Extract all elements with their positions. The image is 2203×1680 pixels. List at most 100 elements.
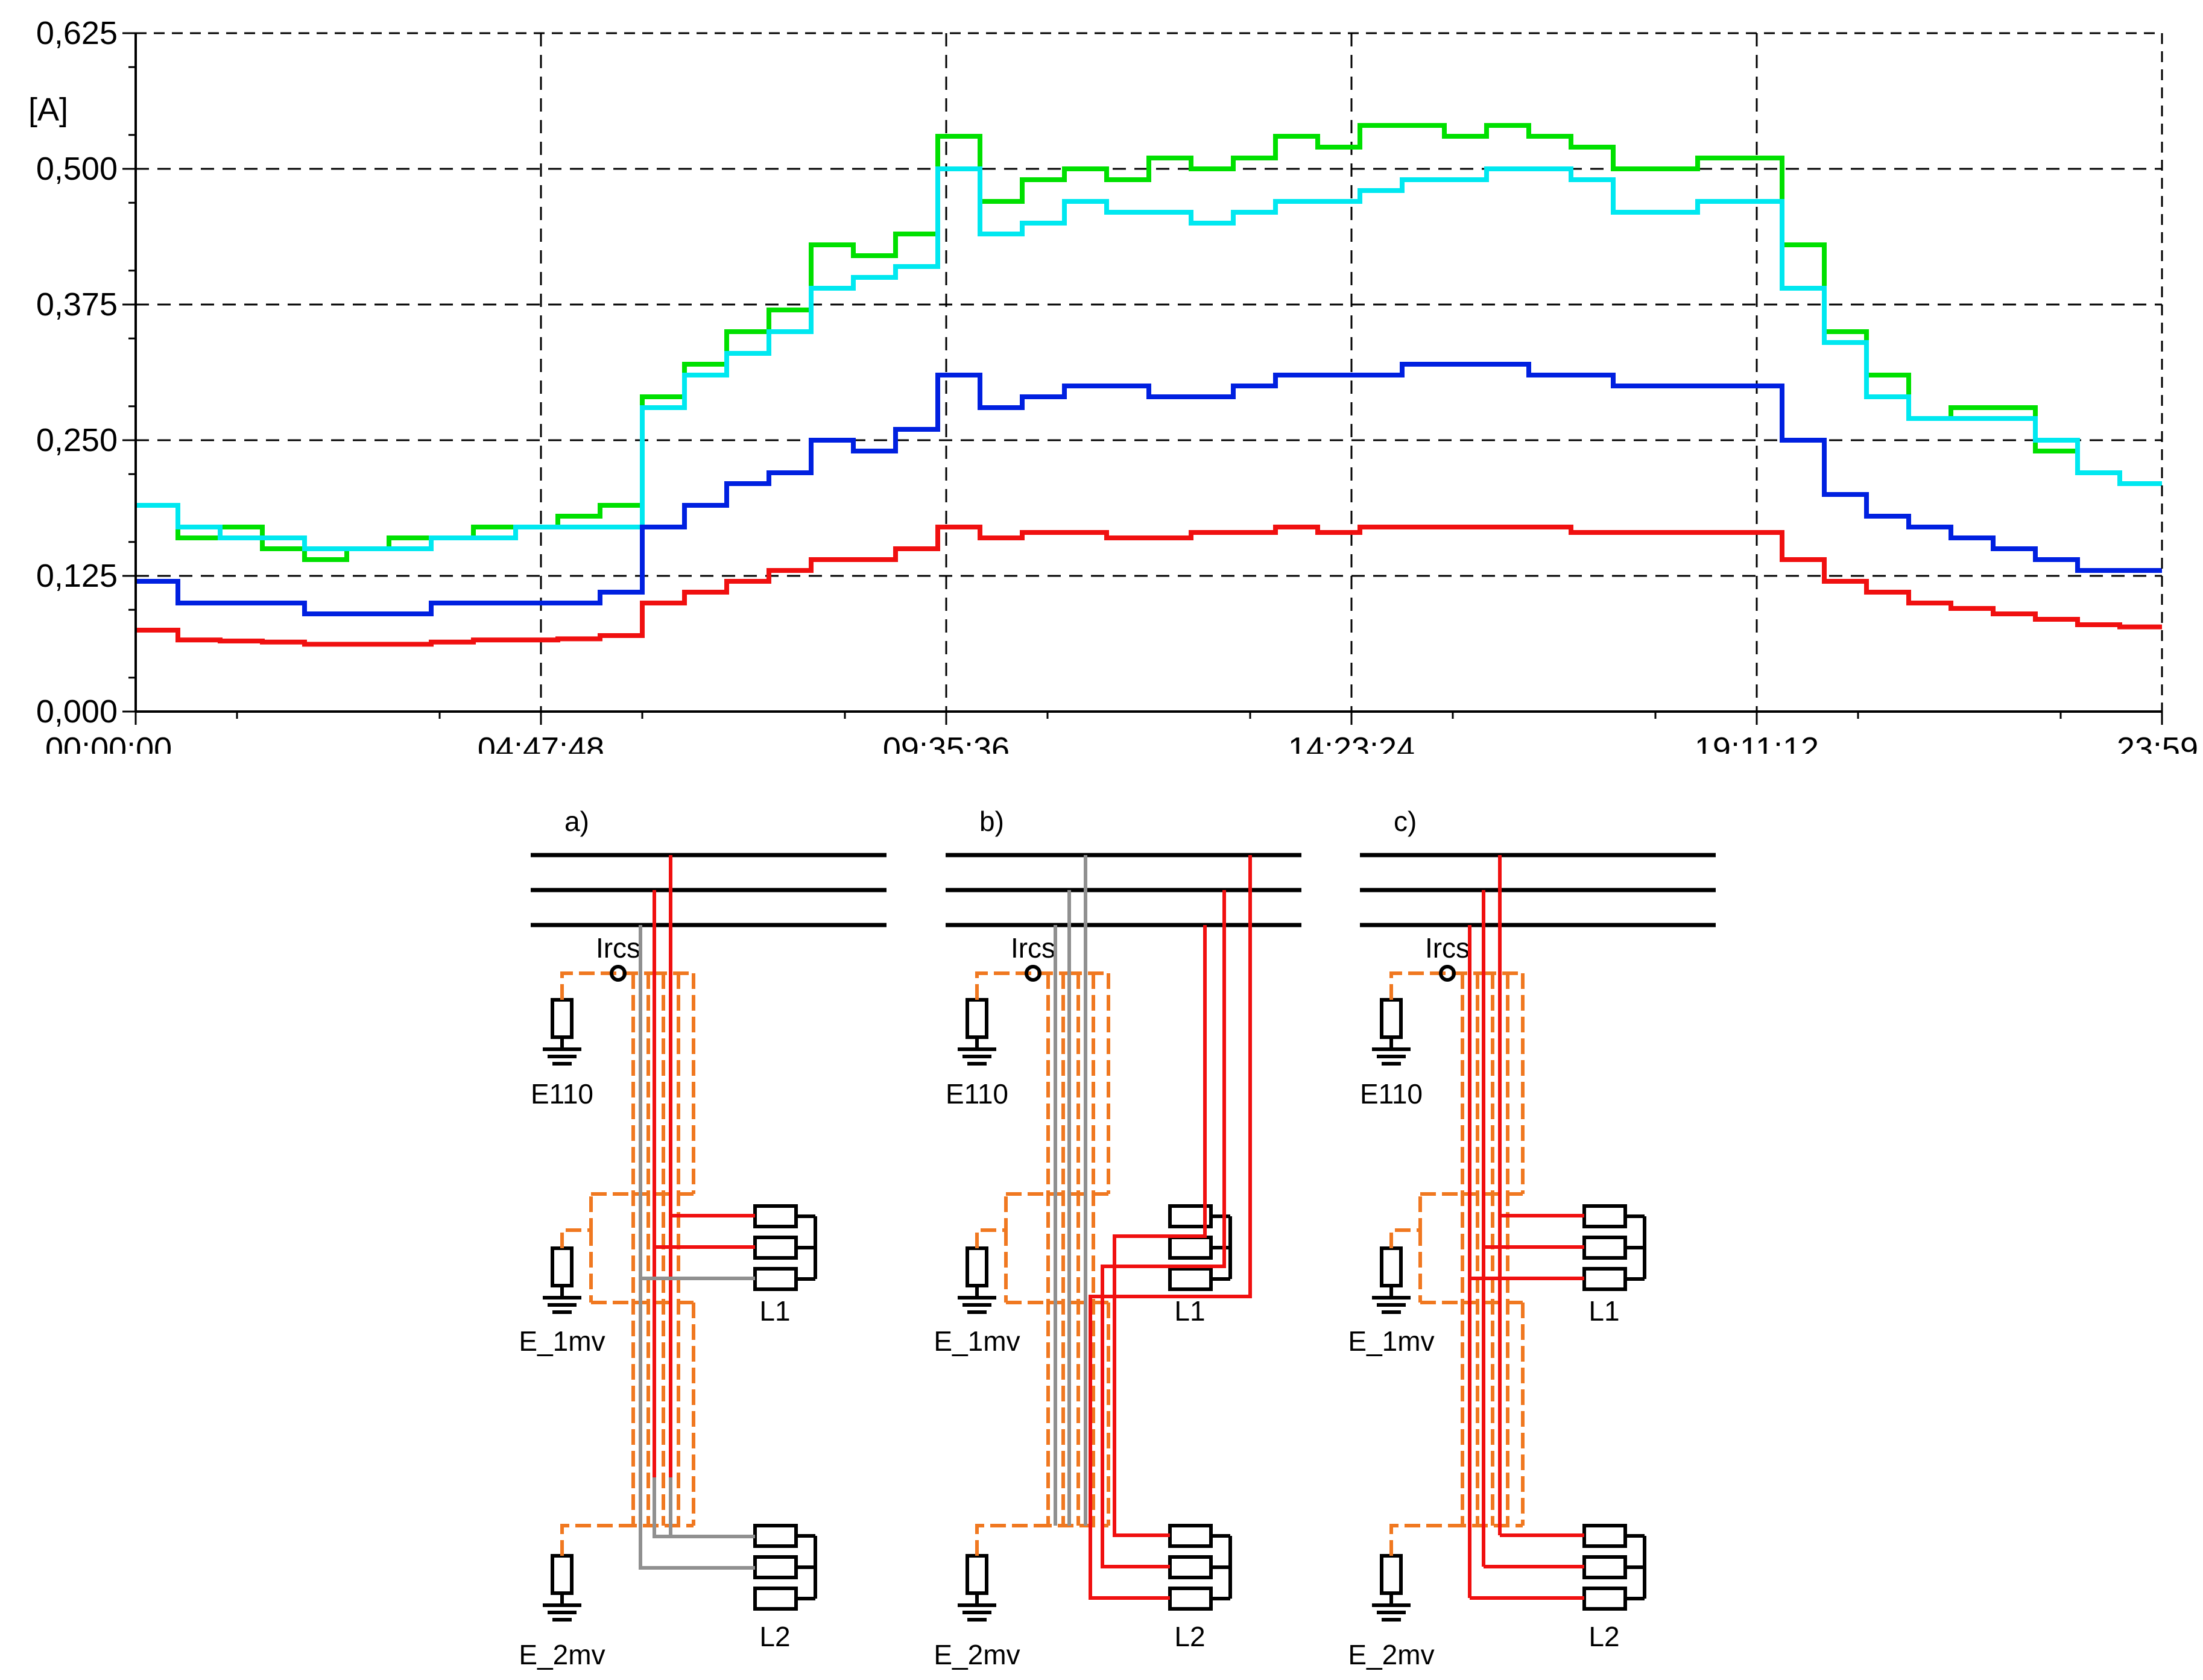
load-label-l1: L1 bbox=[1174, 1295, 1205, 1327]
y-tick-label: 0,250 bbox=[36, 422, 118, 458]
x-tick-label: 00:00:00 bbox=[45, 731, 172, 754]
phase-to-l2 bbox=[639, 1477, 755, 1570]
earth-e2mv bbox=[1372, 1554, 1411, 1622]
current-meter-point bbox=[1025, 965, 1041, 982]
earth-e1mv bbox=[1372, 1246, 1411, 1314]
circuit-diagram-a: a) Ircs E110 E_1mv E_2mv L1 L2 bbox=[519, 806, 887, 1670]
meter-label: Ircs bbox=[1425, 932, 1470, 964]
load-resistor bbox=[1168, 1236, 1213, 1260]
y-axis-unit-label: [A] bbox=[28, 92, 68, 128]
earth-wire-e1mv bbox=[975, 1194, 1008, 1248]
current-chart: [A] 0,000 0,125 0,250 0,375 0,500 0,625 00:00:… bbox=[28, 15, 2198, 754]
earth-label-e2mv: E_2mv bbox=[934, 1639, 1020, 1670]
earth-e110 bbox=[1372, 998, 1411, 1066]
earth-label-e110: E110 bbox=[946, 1078, 1008, 1110]
load-label-l1: L1 bbox=[1588, 1295, 1619, 1327]
load-resistor bbox=[1582, 1524, 1627, 1548]
load-resistor bbox=[1168, 1587, 1213, 1611]
y-tick-label: 0,375 bbox=[36, 286, 118, 323]
earth-label-e2mv: E_2mv bbox=[519, 1639, 605, 1670]
load-l2 bbox=[1168, 1524, 1232, 1611]
load-resistor bbox=[1168, 1524, 1213, 1548]
load-resistor bbox=[753, 1236, 798, 1260]
load-resistor bbox=[1582, 1236, 1627, 1260]
earth-label-e1mv: E_1mv bbox=[519, 1325, 605, 1357]
circuit-diagrams: a) Ircs E110 E_1mv E_2mv L1 L2 b) Ircs E110 E_1mv E… bbox=[519, 806, 1716, 1670]
chart-axes bbox=[122, 32, 2163, 725]
load-label-l2: L2 bbox=[1174, 1621, 1205, 1652]
earth-e2mv bbox=[543, 1554, 581, 1622]
load-resistor bbox=[753, 1555, 798, 1579]
electrode-body bbox=[551, 998, 574, 1039]
electrode-body bbox=[966, 1554, 988, 1595]
x-tick-label: 04:47:48 bbox=[478, 731, 604, 754]
load-resistor bbox=[753, 1524, 798, 1548]
earth-wire-e2mv bbox=[1389, 1524, 1450, 1556]
phase-to-l2 bbox=[1101, 890, 1226, 1568]
y-tick-label: 0,625 bbox=[36, 15, 118, 51]
earth-label-e2mv: E_2mv bbox=[1348, 1639, 1434, 1670]
current-meter-point bbox=[610, 965, 627, 982]
plot-frame bbox=[134, 32, 2163, 713]
electrode-body bbox=[551, 1554, 574, 1595]
electrode-body bbox=[551, 1246, 574, 1287]
earth-e110 bbox=[543, 998, 581, 1066]
electrode-body bbox=[1380, 1246, 1403, 1287]
phase-to-l2 bbox=[1113, 925, 1207, 1537]
electrode-body bbox=[966, 1246, 988, 1287]
chart-grid bbox=[136, 33, 2162, 712]
electrode-body bbox=[966, 998, 988, 1039]
earth-label-e110: E110 bbox=[531, 1078, 593, 1110]
meter-label: Ircs bbox=[1011, 932, 1055, 964]
earth-label-e1mv: E_1mv bbox=[1348, 1325, 1434, 1357]
load-resistor bbox=[753, 1204, 798, 1228]
load-resistor bbox=[1168, 1555, 1213, 1579]
load-resistor bbox=[1582, 1587, 1627, 1611]
x-tick-label: 23:59 bbox=[2117, 731, 2198, 754]
earth-wire-e2mv bbox=[560, 1524, 621, 1556]
earth-e1mv bbox=[543, 1246, 581, 1314]
earth-label-e1mv: E_1mv bbox=[934, 1325, 1020, 1357]
phase-to-l2 bbox=[1089, 855, 1252, 1600]
circuit-diagram-b: b) Ircs E110 E_1mv E_2mv L1 L2 bbox=[934, 806, 1301, 1670]
load-label-l2: L2 bbox=[759, 1621, 790, 1652]
x-tick-label: 09:35:36 bbox=[883, 731, 1010, 754]
circuit-diagram-c: c) Ircs E110 E_1mv E_2mv L1 L2 bbox=[1348, 806, 1716, 1670]
load-l1 bbox=[753, 1204, 817, 1291]
chart-tick-labels: 0,000 0,125 0,250 0,375 0,500 0,625 00:00:00 04… bbox=[36, 15, 2198, 754]
series-line-3 bbox=[136, 362, 2162, 616]
load-l1 bbox=[1168, 1204, 1232, 1291]
current-meter-point bbox=[1439, 965, 1456, 982]
load-resistor bbox=[753, 1267, 798, 1291]
load-l1 bbox=[1582, 1204, 1646, 1291]
earth-label-e110: E110 bbox=[1360, 1078, 1423, 1110]
panel-label: c) bbox=[1394, 806, 1417, 837]
panel-label: b) bbox=[979, 806, 1004, 837]
earth-wire-e2mv bbox=[975, 1524, 1036, 1556]
y-tick-label: 0,000 bbox=[36, 693, 118, 730]
earth-wire-e110 bbox=[975, 971, 1066, 1000]
load-label-l2: L2 bbox=[1588, 1621, 1619, 1652]
load-label-l1: L1 bbox=[759, 1295, 790, 1327]
earth-wire-e110 bbox=[1389, 971, 1481, 1000]
load-l2 bbox=[753, 1524, 817, 1611]
load-resistor bbox=[1168, 1267, 1213, 1291]
earth-wire-e110 bbox=[560, 971, 651, 1000]
chart-series-group bbox=[136, 123, 2162, 647]
electrode-body bbox=[1380, 998, 1403, 1039]
phase-to-l2 bbox=[653, 1477, 755, 1538]
load-resistor bbox=[1582, 1204, 1627, 1228]
x-tick-label: 14:23:24 bbox=[1288, 731, 1415, 754]
x-tick-label: 19:11:12 bbox=[1695, 731, 1819, 754]
earth-e2mv bbox=[958, 1554, 996, 1622]
panel-label: a) bbox=[564, 806, 589, 837]
meter-label: Ircs bbox=[596, 932, 640, 964]
earth-e110 bbox=[958, 998, 996, 1066]
earth-e1mv bbox=[958, 1246, 996, 1314]
load-resistor bbox=[753, 1587, 798, 1611]
y-tick-label: 0,125 bbox=[36, 558, 118, 594]
series-line-1 bbox=[136, 123, 2162, 562]
series-line-4 bbox=[136, 525, 2162, 647]
electrode-body bbox=[1380, 1554, 1403, 1595]
